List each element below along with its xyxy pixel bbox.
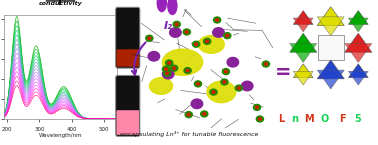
Ellipse shape <box>198 36 224 53</box>
Polygon shape <box>345 44 372 62</box>
Circle shape <box>163 69 174 79</box>
FancyBboxPatch shape <box>116 49 139 67</box>
Circle shape <box>170 28 181 37</box>
FancyBboxPatch shape <box>116 110 139 135</box>
Circle shape <box>170 65 178 71</box>
Circle shape <box>265 63 267 65</box>
Circle shape <box>226 35 229 37</box>
Circle shape <box>185 112 192 118</box>
Text: F: F <box>339 114 345 124</box>
Circle shape <box>157 0 166 12</box>
Circle shape <box>168 0 177 14</box>
Text: conductivity: conductivity <box>39 1 82 6</box>
Circle shape <box>175 23 178 26</box>
Polygon shape <box>349 64 368 78</box>
Circle shape <box>195 43 198 45</box>
Circle shape <box>213 28 224 37</box>
Circle shape <box>259 118 261 120</box>
Circle shape <box>163 66 170 72</box>
Circle shape <box>186 69 189 72</box>
Circle shape <box>223 81 226 83</box>
Circle shape <box>256 116 263 122</box>
Circle shape <box>148 37 151 39</box>
Circle shape <box>256 106 259 109</box>
Text: 5: 5 <box>354 114 361 124</box>
Circle shape <box>185 31 188 33</box>
Text: O: O <box>321 114 329 124</box>
Circle shape <box>227 57 239 67</box>
Circle shape <box>192 41 200 47</box>
Polygon shape <box>349 11 368 24</box>
Text: n: n <box>291 114 298 124</box>
Circle shape <box>166 72 169 75</box>
Circle shape <box>201 111 208 117</box>
Circle shape <box>225 70 228 73</box>
Polygon shape <box>317 7 344 26</box>
Circle shape <box>173 67 176 69</box>
Circle shape <box>203 113 206 115</box>
Ellipse shape <box>163 49 203 75</box>
Polygon shape <box>290 33 317 52</box>
Circle shape <box>216 19 218 21</box>
Circle shape <box>164 68 167 70</box>
Circle shape <box>191 99 203 109</box>
Ellipse shape <box>150 78 172 94</box>
Circle shape <box>212 91 215 93</box>
Circle shape <box>163 70 170 76</box>
FancyBboxPatch shape <box>116 7 140 68</box>
Circle shape <box>210 89 217 95</box>
Circle shape <box>194 81 201 87</box>
Circle shape <box>166 60 173 66</box>
Polygon shape <box>293 64 313 78</box>
Circle shape <box>146 35 153 41</box>
FancyBboxPatch shape <box>116 75 140 136</box>
Circle shape <box>173 21 180 27</box>
Polygon shape <box>317 60 344 79</box>
Polygon shape <box>349 18 368 32</box>
Text: encapsulating Ln³⁺ for tunable fluorescence: encapsulating Ln³⁺ for tunable fluoresce… <box>120 131 258 137</box>
Polygon shape <box>318 35 344 60</box>
X-axis label: Wavelength/nm: Wavelength/nm <box>39 133 82 138</box>
Circle shape <box>253 104 260 110</box>
Circle shape <box>206 40 209 42</box>
Circle shape <box>221 79 228 85</box>
FancyArrowPatch shape <box>132 42 146 75</box>
Circle shape <box>183 29 191 35</box>
Polygon shape <box>293 18 313 32</box>
Circle shape <box>148 51 160 61</box>
Circle shape <box>204 38 211 44</box>
Circle shape <box>184 68 191 74</box>
Polygon shape <box>293 71 313 85</box>
Circle shape <box>222 69 229 75</box>
Circle shape <box>242 81 253 91</box>
Polygon shape <box>349 71 368 85</box>
Circle shape <box>168 62 171 64</box>
Circle shape <box>197 83 200 85</box>
Text: M: M <box>304 114 313 124</box>
Text: I₂: I₂ <box>163 21 172 31</box>
Circle shape <box>187 113 190 116</box>
Text: L: L <box>278 114 284 124</box>
Circle shape <box>262 61 270 67</box>
Polygon shape <box>290 44 317 62</box>
Polygon shape <box>317 17 344 36</box>
Circle shape <box>237 87 240 89</box>
Polygon shape <box>293 11 313 24</box>
Polygon shape <box>317 70 344 89</box>
Ellipse shape <box>207 81 236 103</box>
Text: =: = <box>275 63 292 82</box>
Circle shape <box>235 85 242 91</box>
Circle shape <box>214 17 221 23</box>
Circle shape <box>224 33 231 39</box>
Polygon shape <box>345 33 372 52</box>
